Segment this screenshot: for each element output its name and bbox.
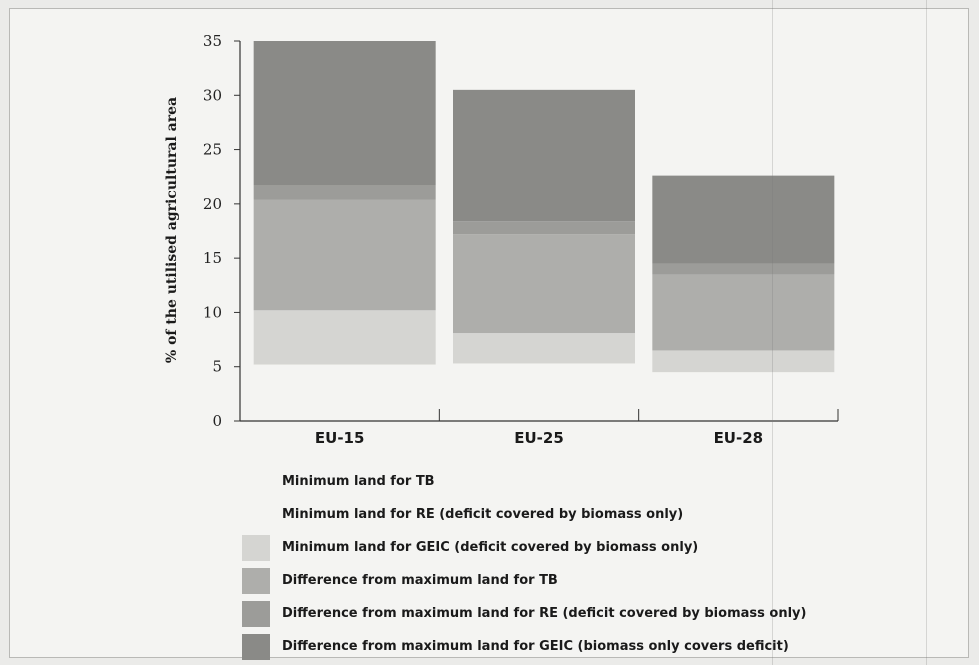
y-tick-label: 30 — [203, 86, 222, 104]
legend-item: Minimum land for GEIC (deficit covered b… — [242, 531, 806, 564]
legend-item: Difference from maximum land for GEIC (b… — [242, 630, 806, 663]
y-tick-label: 0 — [212, 412, 222, 430]
legend-item: Minimum land for TB — [242, 465, 806, 498]
y-tick-label: 15 — [203, 249, 222, 267]
x-category-label: EU-28 — [714, 429, 764, 447]
legend-label: Difference from maximum land for GEIC (b… — [282, 639, 789, 654]
x-category-label: EU-15 — [315, 429, 365, 447]
stacked-bar-chart: 0 5 10 15 20 25 30 35 EU-15 EU-25 EU-28 % of the … — [164, 32, 839, 447]
y-tick-label: 35 — [203, 32, 222, 50]
legend-swatch — [242, 567, 270, 594]
bar-segment-6 — [453, 89, 635, 222]
y-tick-label: 10 — [203, 303, 222, 321]
bar-segment-3 — [652, 350, 835, 373]
legend-swatch — [242, 534, 270, 561]
legend-swatch — [242, 469, 270, 495]
y-axis-title: % of the utilised agricultural area — [164, 97, 180, 363]
y-tick-label: 5 — [212, 358, 222, 376]
bar-segment-4 — [253, 199, 436, 311]
legend-swatch — [242, 502, 270, 528]
bar-segment-5 — [253, 185, 436, 200]
y-tick-label: 25 — [203, 141, 222, 159]
legend-item: Difference from maximum land for RE (def… — [242, 597, 806, 630]
legend-swatch — [242, 600, 270, 627]
legend-label: Difference from maximum land for TB — [282, 573, 558, 588]
legend-label: Minimum land for RE (deficit covered by … — [282, 507, 684, 522]
fold-line — [772, 0, 773, 665]
bar-segment-3 — [253, 310, 436, 365]
legend-item: Difference from maximum land for TB — [242, 564, 806, 597]
legend-item: Minimum land for RE (deficit covered by … — [242, 498, 806, 531]
x-category-label: EU-25 — [514, 429, 564, 447]
bar-segment-4 — [453, 234, 635, 334]
legend-label: Minimum land for TB — [282, 474, 435, 489]
bar-segment-5 — [453, 221, 635, 235]
legend-label: Difference from maximum land for RE (def… — [282, 606, 807, 621]
bar-segment-6 — [652, 175, 835, 264]
legend-label: Minimum land for GEIC (deficit covered b… — [282, 540, 699, 555]
bar-segment-5 — [652, 263, 835, 275]
bar-segment-4 — [652, 274, 835, 351]
bar-segment-6 — [253, 41, 436, 186]
bar-segment-3 — [453, 333, 635, 364]
y-tick-label: 20 — [203, 195, 222, 213]
legend-swatch — [242, 633, 270, 660]
legend: Minimum land for TB Minimum land for RE (… — [242, 465, 806, 663]
fold-line — [926, 0, 927, 665]
